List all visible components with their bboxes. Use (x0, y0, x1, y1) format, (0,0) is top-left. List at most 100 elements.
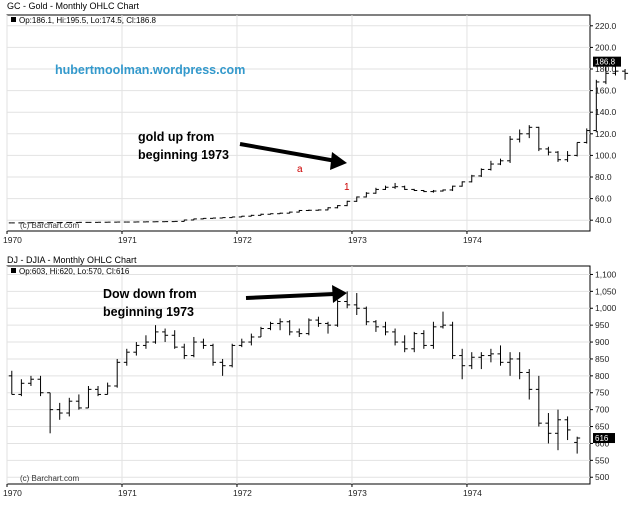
dow-ohlc-bar (200, 338, 207, 349)
gold-ytick-label: 160.0 (595, 86, 617, 96)
gold-ohlc-bar (296, 209, 303, 213)
dow-ohlc-bar (420, 330, 427, 349)
gold-xtick-label: 1974 (463, 235, 482, 245)
dow-ohlc-bar (554, 409, 561, 451)
gold-annotation-arrow (239, 142, 347, 170)
gold-last-value: 186.8 (595, 58, 616, 67)
dow-ohlc-bar (142, 335, 149, 349)
gold-ohlc-bar (526, 125, 533, 139)
dow-ytick-label: 750 (595, 388, 609, 398)
dow-ytick-label: 850 (595, 354, 609, 364)
gold-xtick-label: 1973 (348, 235, 367, 245)
dow-ohlc-bar (162, 328, 169, 343)
dow-ohlc-bar (47, 392, 54, 434)
dow-ytick-label: 1,050 (595, 286, 617, 296)
gold-ohlc-bar (468, 174, 475, 183)
gold-ohlc-bar (219, 217, 226, 219)
dow-ohlc-bar (229, 343, 236, 368)
dow-ohlc-bar (392, 328, 399, 346)
dow-ohlc-bar (459, 348, 466, 380)
wave-marker-a: a (297, 164, 303, 175)
dow-credit: (c) Barchart.com (20, 474, 79, 483)
gold-y-axis: 40.060.080.0100.0120.0140.0160.0180.0200… (590, 21, 617, 225)
wave-marker-1: 1 (344, 182, 350, 193)
dow-ohlc-bar (257, 326, 264, 338)
gold-ohlc-bar (507, 135, 514, 163)
dow-ohlc-bar (497, 345, 504, 366)
gold-ohlc-bar (622, 69, 629, 80)
gold-ohlc-bar (238, 215, 245, 218)
gold-ohlc-bar (181, 219, 188, 222)
dow-annotation-arrow (245, 285, 347, 303)
dow-ohlc-bar (344, 291, 351, 309)
dow-ohlc-bar (219, 358, 226, 376)
gold-xtick-label: 1972 (233, 235, 252, 245)
gold-annotation-line-2: beginning 1973 (138, 148, 229, 162)
gold-ohlc-bar (248, 214, 255, 217)
gold-ohlc-bar (487, 160, 494, 171)
dow-ytick-label: 550 (595, 455, 609, 465)
dow-last-value: 616 (595, 434, 609, 443)
dow-ohlc-bar (56, 402, 63, 420)
dow-ohlc-bar (66, 397, 73, 417)
gold-ohlc-bar (401, 185, 408, 190)
gold-ohlc-bar (535, 126, 542, 152)
dow-ohlc-bar (564, 416, 571, 441)
gold-ohlc-bar (583, 128, 590, 144)
gold-x-axis: 1970 1971 1972 1973 1974 (3, 231, 482, 245)
dow-ohlc-bar (85, 385, 92, 409)
dow-ohlc-bar (325, 321, 332, 334)
gold-ohlc-bar (440, 189, 447, 192)
gold-ohlc-bar (257, 213, 264, 216)
gold-gridlines (6, 15, 590, 231)
dow-ohlc-bar (171, 330, 178, 349)
dow-ohlc-bar (478, 352, 485, 370)
dow-annotation-line-1: Dow down from (103, 287, 197, 301)
dow-ohlc-bar (277, 318, 284, 331)
dow-ohlc-bar (372, 320, 379, 332)
gold-ohlc-bar (353, 196, 360, 202)
dow-ohlc-bar (516, 352, 523, 380)
gold-ohlc-bar (382, 185, 389, 190)
dow-legend-text: Op:603, Hi:620, Lo:570, Cl:616 (19, 267, 130, 276)
dow-ohlc-bar (27, 375, 34, 386)
gold-annotation-line-1: gold up from (138, 130, 214, 144)
gold-ohlc-bar (392, 182, 399, 189)
dow-ytick-label: 500 (595, 472, 609, 482)
dow-y-axis: 500 550 600 650 700 750 800 850 900 950 1,000 1,050… (590, 269, 617, 482)
dow-xtick-label: 1971 (118, 488, 137, 498)
dow-ohlc-bar (449, 321, 456, 359)
dow-ohlc-bar (487, 348, 494, 363)
dow-ohlc-bar (411, 331, 418, 353)
dow-ohlc-bar (526, 369, 533, 400)
gold-ytick-label: 220.0 (595, 21, 617, 31)
dow-ohlc-bar (440, 311, 447, 329)
gold-ohlc-bar (315, 209, 322, 211)
gold-ohlc-bar (190, 218, 197, 221)
gold-ytick-label: 200.0 (595, 42, 617, 52)
gold-ohlc-bar (200, 217, 207, 220)
dow-ohlc-bar (248, 333, 255, 346)
gold-ytick-label: 80.0 (595, 172, 612, 182)
dow-ytick-label: 650 (595, 422, 609, 432)
gold-ohlc-bar (574, 141, 581, 157)
dow-ohlc-bar (18, 379, 25, 397)
dow-ohlc-bar (334, 299, 341, 327)
dow-ytick-label: 1,000 (595, 303, 617, 313)
dow-ytick-label: 1,100 (595, 269, 617, 279)
dow-ohlc-bar (37, 375, 44, 397)
dow-gridlines (6, 266, 590, 484)
dow-ohlc-series (8, 291, 581, 454)
dow-ohlc-bar (238, 338, 245, 348)
dow-annotation-line-2: beginning 1973 (103, 305, 194, 319)
dow-ohlc-bar (315, 316, 322, 327)
gold-ytick-label: 40.0 (595, 215, 612, 225)
gold-ohlc-bar (267, 213, 274, 215)
gold-ohlc-bar (344, 200, 351, 207)
gold-ytick-label: 100.0 (595, 150, 617, 160)
dow-ohlc-bar (133, 342, 140, 356)
gold-legend-text: Op:186.1, Hi:195.5, Lo:174.5, Cl:186.8 (19, 16, 157, 25)
gold-ohlc-bar (554, 151, 561, 162)
gold-ohlc-bar (210, 217, 217, 219)
